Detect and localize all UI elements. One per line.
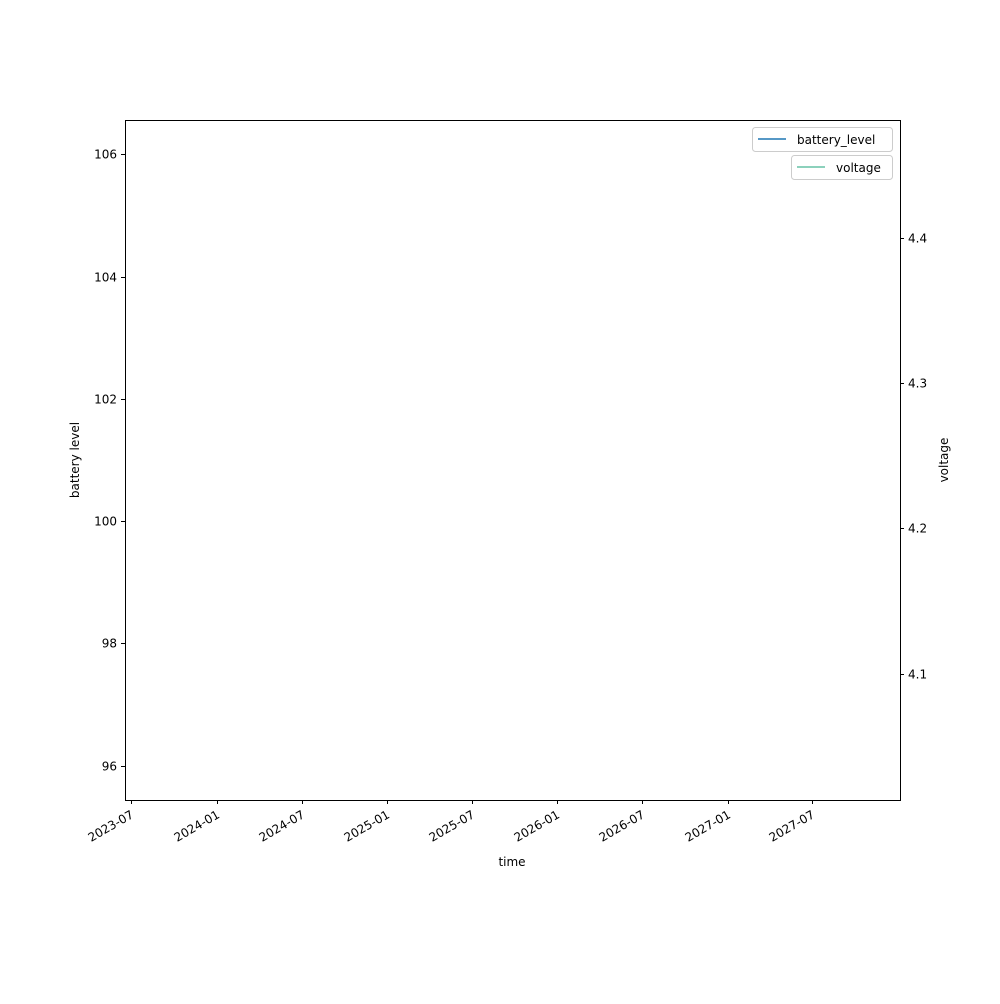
x-tick-label: 2027-07 xyxy=(767,807,817,844)
legend-left: battery_level xyxy=(752,127,893,152)
y2-axis-label: voltage xyxy=(937,438,951,483)
y2-tick-label: 4.4 xyxy=(908,232,927,246)
x-tick-label: 2024-07 xyxy=(257,807,307,844)
x-axis-label: time xyxy=(498,855,525,869)
legend-label-battery: battery_level xyxy=(797,133,875,147)
y-axis-left: 96 98 100 102 104 106 xyxy=(94,148,125,774)
x-tick-label: 2024-01 xyxy=(172,807,222,844)
plot-area xyxy=(125,120,900,800)
x-tick-label: 2023-07 xyxy=(86,807,136,844)
x-tick-label: 2025-01 xyxy=(342,807,392,844)
y-axis-right: 4.1 4.2 4.3 4.4 xyxy=(900,232,927,682)
y-tick-label: 98 xyxy=(102,637,117,651)
y-tick-label: 102 xyxy=(94,393,117,407)
x-tick-label: 2027-01 xyxy=(683,807,733,844)
x-tick-label: 2026-07 xyxy=(597,807,647,844)
x-axis: 2023-07 2024-01 2024-07 2025-01 2025-07 2026-… xyxy=(86,800,817,845)
y2-tick-label: 4.3 xyxy=(908,377,927,391)
y-tick-label: 106 xyxy=(94,148,117,162)
y-tick-label: 96 xyxy=(102,760,117,774)
legend-right: voltage xyxy=(791,155,893,180)
y-axis-label: battery level xyxy=(68,422,82,498)
y-tick-label: 100 xyxy=(94,515,117,529)
axes-frame xyxy=(125,120,901,801)
x-tick-label: 2025-07 xyxy=(427,807,477,844)
y2-tick-label: 4.2 xyxy=(908,522,927,536)
legend-label-voltage: voltage xyxy=(836,161,881,175)
x-tick-label: 2026-01 xyxy=(512,807,562,844)
y-tick-label: 104 xyxy=(94,271,117,285)
y2-tick-label: 4.1 xyxy=(908,668,927,682)
